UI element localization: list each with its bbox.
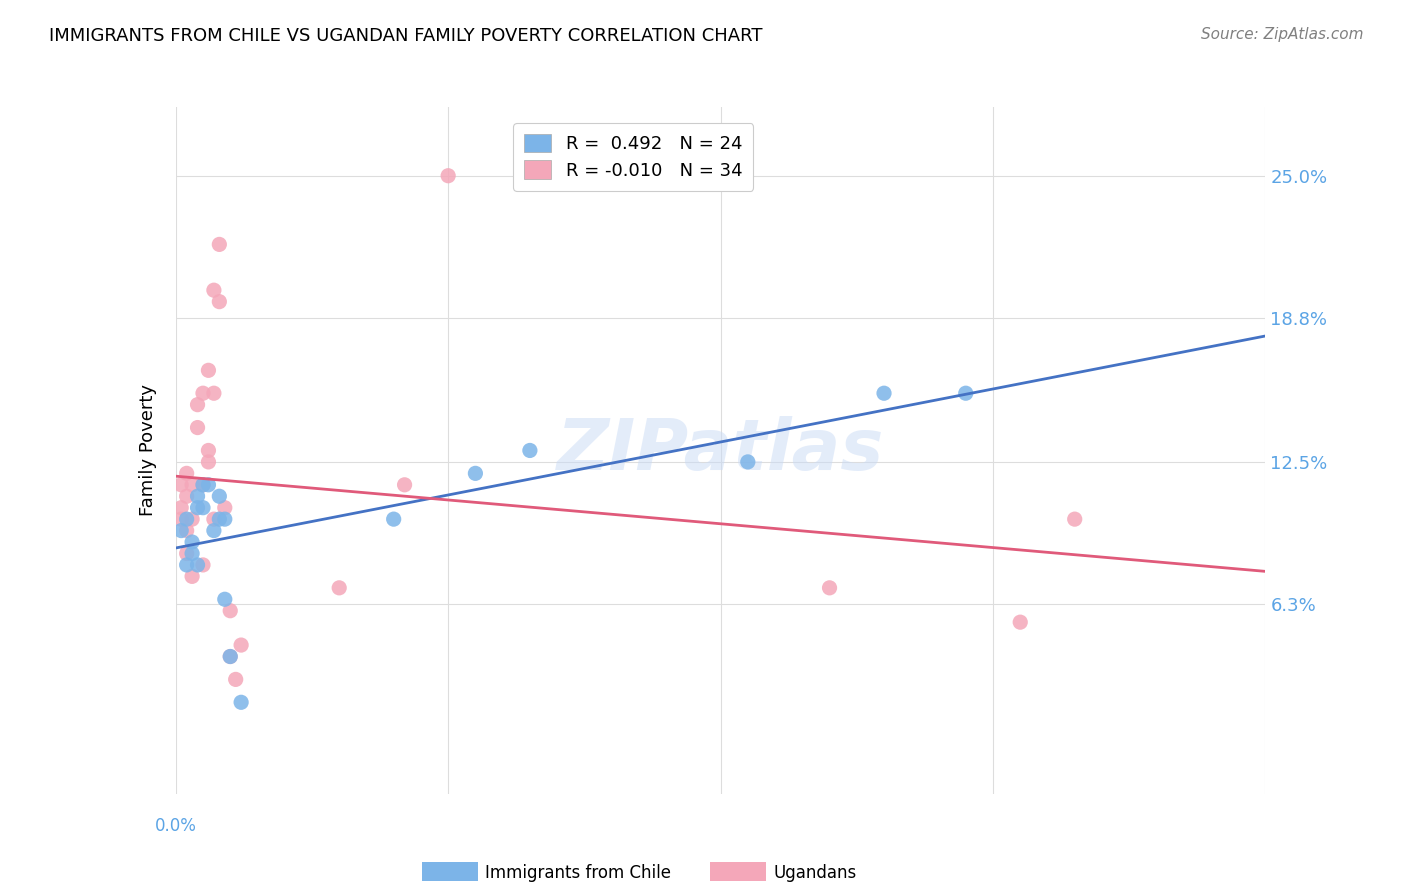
Point	[197, 455, 219, 469]
Point	[170, 500, 193, 515]
Point	[176, 524, 198, 538]
Point	[186, 489, 209, 503]
Point	[191, 478, 214, 492]
Point	[818, 581, 841, 595]
Point	[170, 478, 193, 492]
Point	[1010, 615, 1032, 630]
Point	[181, 546, 204, 561]
Point	[219, 649, 242, 664]
Legend: R =  0.492   N = 24, R = -0.010   N = 34: R = 0.492 N = 24, R = -0.010 N = 34	[513, 123, 754, 191]
Text: Ugandans: Ugandans	[773, 864, 856, 882]
Point	[437, 169, 460, 183]
Point	[176, 546, 198, 561]
Point	[181, 512, 204, 526]
Point	[202, 524, 225, 538]
Point	[208, 512, 231, 526]
Point	[519, 443, 541, 458]
Point	[176, 489, 198, 503]
Point	[208, 294, 231, 309]
Point	[394, 478, 416, 492]
Point	[225, 673, 247, 687]
Point	[181, 478, 204, 492]
Y-axis label: Family Poverty: Family Poverty	[139, 384, 157, 516]
Text: Source: ZipAtlas.com: Source: ZipAtlas.com	[1201, 27, 1364, 42]
Point	[191, 386, 214, 401]
Point	[186, 500, 209, 515]
Point	[873, 386, 896, 401]
Point	[328, 581, 350, 595]
Point	[191, 478, 214, 492]
Text: Immigrants from Chile: Immigrants from Chile	[485, 864, 671, 882]
Point	[186, 420, 209, 434]
Point	[214, 500, 236, 515]
Point	[197, 478, 219, 492]
Point	[191, 558, 214, 572]
Point	[176, 558, 198, 572]
Point	[214, 592, 236, 607]
Point	[231, 638, 253, 652]
Point	[1063, 512, 1085, 526]
Point	[197, 443, 219, 458]
Point	[170, 524, 193, 538]
Point	[176, 467, 198, 481]
Text: IMMIGRANTS FROM CHILE VS UGANDAN FAMILY POVERTY CORRELATION CHART: IMMIGRANTS FROM CHILE VS UGANDAN FAMILY …	[49, 27, 762, 45]
Text: 0.0%: 0.0%	[155, 816, 197, 835]
Point	[170, 512, 193, 526]
Point	[737, 455, 759, 469]
Point	[186, 398, 209, 412]
Point	[191, 500, 214, 515]
Point	[202, 512, 225, 526]
Point	[219, 649, 242, 664]
Point	[208, 237, 231, 252]
Point	[181, 535, 204, 549]
Point	[231, 695, 253, 709]
Point	[181, 569, 204, 583]
Point	[219, 604, 242, 618]
Text: ZIPatlas: ZIPatlas	[557, 416, 884, 485]
Point	[955, 386, 977, 401]
Point	[214, 512, 236, 526]
Point	[186, 558, 209, 572]
Point	[197, 363, 219, 377]
Point	[202, 386, 225, 401]
Point	[464, 467, 486, 481]
Point	[382, 512, 405, 526]
Point	[208, 489, 231, 503]
Point	[202, 283, 225, 297]
Point	[176, 512, 198, 526]
